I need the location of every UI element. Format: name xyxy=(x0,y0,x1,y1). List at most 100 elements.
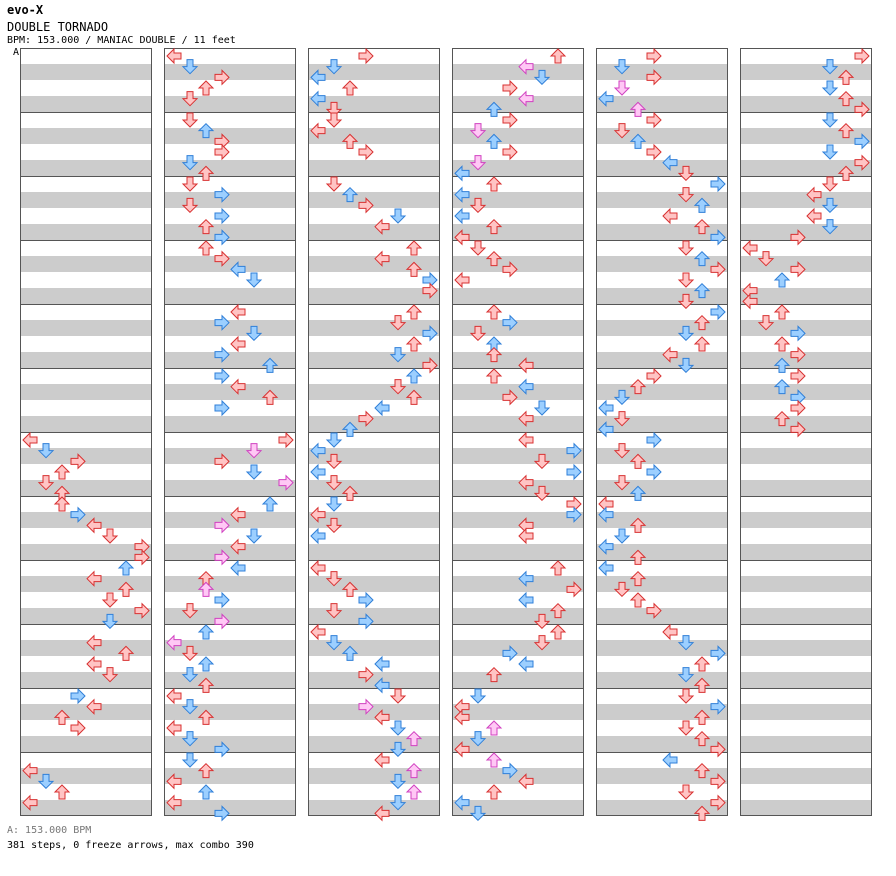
step-arrow-right xyxy=(358,410,374,427)
step-arrow-up xyxy=(485,752,503,768)
step-arrow-left xyxy=(86,655,102,673)
step-arrow-down xyxy=(325,635,343,651)
step-arrow-left xyxy=(662,207,678,225)
step-arrow-right xyxy=(358,143,374,161)
chart-column-1 xyxy=(20,48,152,816)
step-arrow-right xyxy=(646,602,662,619)
step-arrow-up xyxy=(405,368,423,384)
step-arrow-down xyxy=(613,443,631,459)
step-arrow-down xyxy=(469,155,487,171)
step-arrow-left xyxy=(86,698,102,715)
chart-column-6 xyxy=(740,48,872,816)
step-arrow-down xyxy=(101,667,119,683)
step-arrow-up xyxy=(693,730,711,747)
step-arrow-up xyxy=(341,421,359,437)
step-arrow-up xyxy=(549,624,567,640)
step-arrow-right xyxy=(502,79,518,97)
step-arrow-left xyxy=(518,773,534,790)
step-arrow-up xyxy=(773,378,791,395)
step-arrow-left xyxy=(310,90,326,107)
step-arrow-up xyxy=(693,218,711,235)
step-arrow-up xyxy=(341,485,359,501)
step-arrow-right xyxy=(214,549,230,566)
chart-column-2 xyxy=(164,48,296,816)
step-arrow-down xyxy=(677,784,695,800)
step-arrow-down xyxy=(181,176,199,192)
step-arrow-right xyxy=(214,805,230,822)
step-arrow-up xyxy=(405,336,423,352)
chart-column-4 xyxy=(452,48,584,816)
step-arrow-left xyxy=(166,773,182,790)
step-arrow-left xyxy=(374,709,390,726)
step-arrow-right xyxy=(502,389,518,406)
step-arrow-down xyxy=(181,603,199,619)
step-arrow-down xyxy=(613,59,631,75)
step-arrow-up xyxy=(773,336,791,352)
step-arrow-right xyxy=(214,741,230,758)
step-arrow-down xyxy=(245,272,263,288)
step-arrow-down xyxy=(469,731,487,747)
step-arrow-up xyxy=(549,602,567,619)
step-arrow-down xyxy=(389,347,407,363)
step-arrow-up xyxy=(341,581,359,597)
step-arrow-down xyxy=(821,219,839,235)
step-arrow-up xyxy=(53,496,71,512)
step-arrow-left xyxy=(518,410,534,427)
step-arrow-left xyxy=(230,378,246,395)
step-arrow-down xyxy=(389,773,407,790)
step-arrow-up xyxy=(341,186,359,203)
bpm-legend: A: 153.000 BPM xyxy=(7,825,92,836)
step-arrow-right xyxy=(70,506,86,523)
step-arrow-left xyxy=(374,399,390,417)
step-arrow-down xyxy=(757,315,775,331)
step-arrow-right xyxy=(70,687,86,705)
step-arrow-up xyxy=(261,389,279,405)
step-arrow-up xyxy=(261,357,279,373)
step-arrow-up xyxy=(405,261,423,277)
step-arrow-down xyxy=(37,773,55,790)
step-arrow-left xyxy=(598,559,614,577)
step-arrow-left xyxy=(86,570,102,587)
step-arrow-down xyxy=(533,400,551,416)
step-arrow-left xyxy=(518,58,534,75)
step-arrow-up xyxy=(773,304,791,320)
step-arrow-down xyxy=(757,251,775,267)
step-arrow-left xyxy=(454,709,470,726)
step-arrow-left xyxy=(310,69,326,86)
step-arrow-up xyxy=(629,453,647,469)
step-arrow-left xyxy=(662,346,678,363)
step-arrow-left xyxy=(86,634,102,651)
step-arrow-down xyxy=(533,635,551,651)
step-arrow-left xyxy=(598,399,614,417)
step-arrow-right xyxy=(214,591,230,609)
step-arrow-down xyxy=(613,581,631,598)
step-arrow-up xyxy=(693,197,711,213)
step-arrow-up xyxy=(629,570,647,587)
step-arrow-down xyxy=(389,795,407,811)
step-arrow-down xyxy=(389,315,407,331)
step-arrow-right xyxy=(214,346,230,363)
step-arrow-up xyxy=(837,165,855,181)
step-arrow-down xyxy=(821,144,839,160)
step-arrow-down xyxy=(181,155,199,171)
step-arrow-down xyxy=(181,699,199,715)
step-arrow-left xyxy=(374,751,390,769)
step-arrow-down xyxy=(325,112,343,128)
step-arrow-right xyxy=(214,229,230,246)
step-arrow-left xyxy=(374,218,390,235)
step-arrow-left xyxy=(518,591,534,609)
song-title: evo-X xyxy=(7,3,44,17)
step-arrow-down xyxy=(325,517,343,534)
step-arrow-left xyxy=(310,559,326,577)
step-arrow-left xyxy=(230,335,246,353)
step-arrow-down xyxy=(181,59,199,75)
step-arrow-up xyxy=(341,80,359,96)
step-arrow-left xyxy=(806,186,822,203)
step-arrow-up xyxy=(197,762,215,779)
step-arrow-left xyxy=(230,261,246,278)
step-arrow-left xyxy=(518,431,534,449)
step-arrow-up xyxy=(485,176,503,192)
step-arrow-right xyxy=(214,143,230,161)
step-arrow-up xyxy=(693,805,711,821)
step-arrow-left xyxy=(374,655,390,673)
